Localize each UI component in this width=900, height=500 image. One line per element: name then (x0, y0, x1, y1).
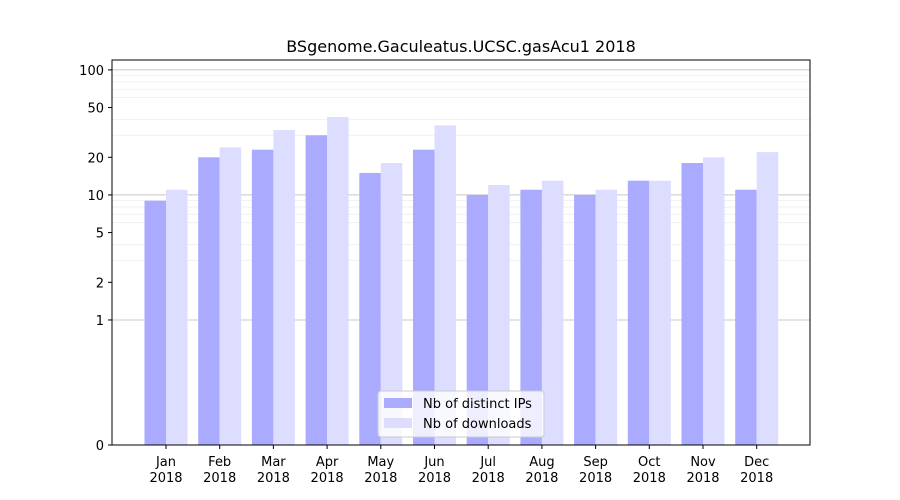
x-tick-label: Mar 2018 (257, 455, 290, 486)
bar-distinct-ips (144, 200, 166, 445)
legend-box (377, 390, 545, 438)
y-tick-label: 5 (96, 227, 104, 242)
x-tick-label: Oct 2018 (633, 455, 666, 486)
bar-downloads (219, 147, 242, 446)
bar-distinct-ips (198, 157, 220, 445)
x-tick-label: Apr 2018 (311, 455, 344, 486)
bar-downloads (166, 189, 188, 445)
x-tick-label: Feb 2018 (203, 455, 236, 486)
bar-distinct-ips (520, 189, 542, 445)
y-tick-label: 2 (96, 276, 104, 291)
bar-distinct-ips (251, 149, 274, 446)
bar-distinct-ips (627, 180, 650, 445)
bar-downloads (434, 125, 456, 445)
bar-downloads (703, 157, 725, 445)
plot-area-frame (111, 59, 811, 446)
legend-swatch (384, 418, 412, 428)
bar-downloads (649, 180, 671, 445)
y-tick-label: 1 (96, 314, 104, 329)
bar-downloads (595, 189, 618, 445)
legend-label: Nb of downloads (423, 417, 532, 432)
x-tick-label: Jun 2018 (418, 455, 451, 486)
bar-downloads (273, 130, 295, 445)
chart-title: BSgenome.Gaculeatus.UCSC.gasAcu1 2018 (286, 37, 636, 56)
bar-downloads (541, 180, 564, 445)
x-tick-label: Dec 2018 (740, 455, 773, 486)
bar-distinct-ips (735, 189, 757, 445)
bar-distinct-ips (305, 135, 328, 445)
x-tick-label: Jul 2018 (472, 455, 505, 486)
bar-downloads (756, 152, 779, 445)
y-tick-label: 10 (87, 189, 104, 204)
legend-label: Nb of distinct IPs (423, 397, 532, 412)
bars (144, 117, 779, 446)
legend-swatch (384, 398, 412, 408)
bar-downloads (380, 163, 403, 445)
bar-distinct-ips (574, 194, 596, 445)
x-tick-label: Sep 2018 (579, 455, 612, 486)
bar-distinct-ips (466, 194, 489, 445)
legend: Nb of distinct IPs Nb of downloads (377, 390, 545, 438)
bar-distinct-ips (681, 163, 703, 445)
y-tick-label: 20 (87, 151, 104, 166)
y-tick-label: 50 (87, 102, 104, 117)
y-tick-label: 0 (96, 439, 104, 454)
bar-downloads (488, 185, 510, 445)
x-tick-label: Jan 2018 (149, 455, 182, 486)
y-axis: 0 1 2 5 10 20 50 100 (79, 64, 112, 454)
y-tick-label: 100 (79, 64, 104, 79)
x-tick-label: Nov 2018 (686, 455, 719, 486)
bar-distinct-ips (413, 149, 435, 446)
x-tick-label: May 2018 (364, 455, 397, 486)
x-tick-label: Aug 2018 (525, 455, 558, 486)
x-axis: Jan 2018 Feb 2018 Mar 2018 Apr 2018 May 2018 Jun 20… (149, 445, 773, 486)
bar-distinct-ips (359, 172, 381, 445)
bar-downloads (327, 117, 349, 445)
